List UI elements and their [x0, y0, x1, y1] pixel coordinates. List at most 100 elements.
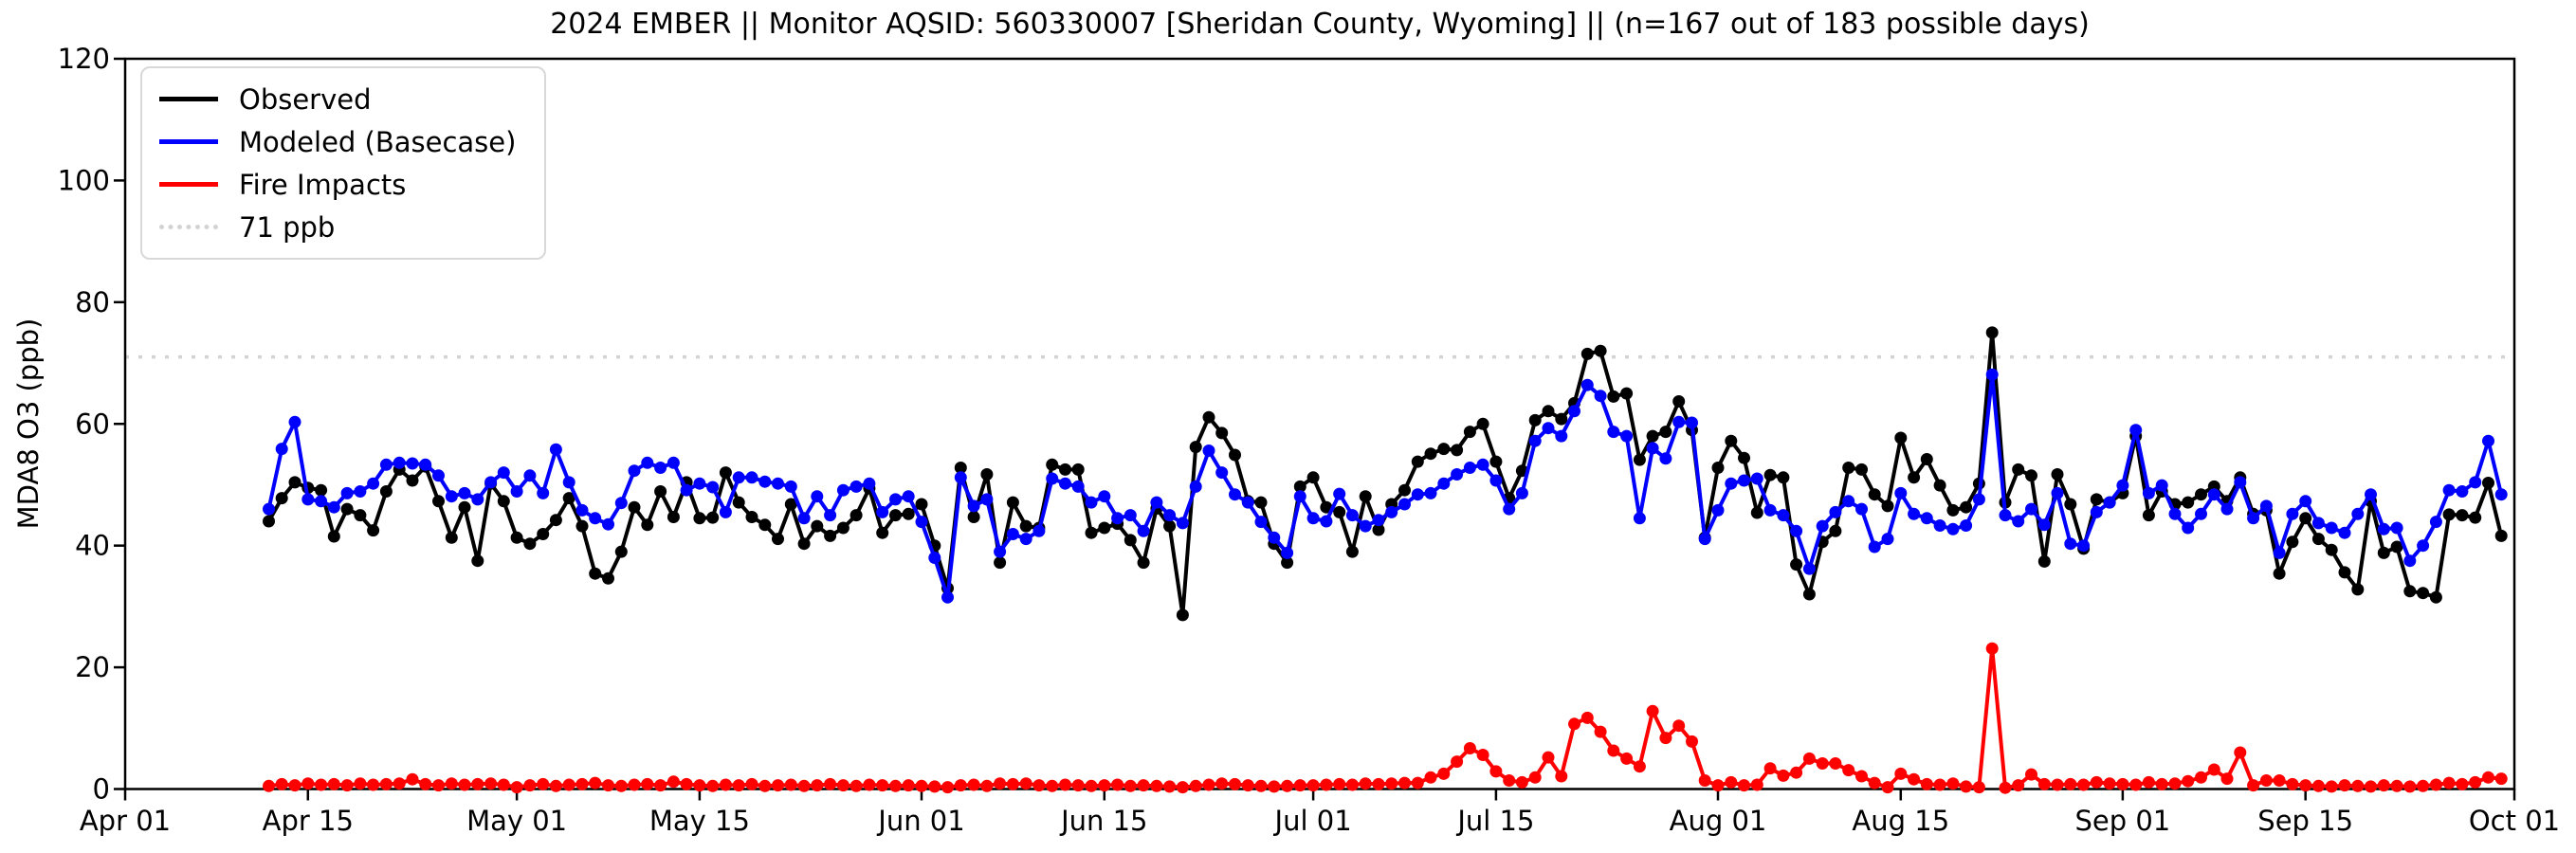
series-line-modeled-basecase: [266, 372, 2504, 600]
data-point: [1946, 503, 1960, 517]
data-point: [484, 476, 498, 489]
fire-line-sample-icon: [159, 182, 218, 187]
data-point: [2456, 485, 2469, 498]
data-point: [1829, 524, 1842, 537]
data-point: [1620, 429, 1634, 443]
data-point: [1293, 779, 1306, 792]
data-point: [2494, 488, 2508, 501]
data-point: [667, 511, 680, 523]
y-tick-label: 40: [75, 530, 110, 562]
data-point: [1659, 732, 1672, 745]
data-point: [1607, 744, 1620, 757]
data-point: [706, 511, 720, 524]
legend-label: Observed: [239, 82, 372, 116]
data-point: [432, 779, 445, 792]
data-point: [1646, 442, 1659, 455]
data-point: [719, 778, 732, 791]
data-point: [1555, 412, 1568, 426]
data-point: [1946, 777, 1960, 790]
data-point: [2299, 779, 2312, 792]
data-point: [301, 493, 315, 506]
data-point: [654, 779, 667, 792]
data-point: [1019, 533, 1032, 546]
data-point: [575, 503, 589, 517]
data-point: [1829, 505, 1842, 518]
data-point: [1528, 413, 1542, 426]
data-point: [1855, 463, 1868, 476]
data-point: [941, 781, 954, 794]
data-point: [1293, 480, 1306, 493]
data-point: [2403, 554, 2417, 568]
data-point: [1777, 471, 1790, 484]
data-point: [2037, 518, 2051, 532]
data-point: [1293, 490, 1306, 503]
data-point: [537, 528, 550, 540]
data-point: [523, 469, 537, 482]
data-point: [1229, 777, 1241, 790]
data-point: [1868, 776, 1881, 789]
data-point: [2155, 777, 2168, 790]
data-point: [693, 779, 706, 792]
data-point: [680, 777, 693, 790]
data-point: [706, 481, 720, 494]
data-point: [2325, 521, 2338, 535]
data-point: [445, 531, 458, 544]
data-point: [1672, 719, 1686, 733]
data-point: [406, 474, 419, 487]
series-line-fire-impacts: [266, 646, 2504, 790]
data-point: [1071, 480, 1085, 493]
data-point: [1124, 509, 1137, 522]
data-point: [915, 779, 928, 792]
data-point: [2351, 507, 2365, 520]
data-point: [1686, 416, 1698, 429]
data-point: [680, 483, 693, 497]
data-point: [2442, 483, 2456, 497]
data-point: [1189, 779, 1202, 792]
data-point: [797, 537, 811, 551]
legend-item-observed: Observed: [159, 78, 516, 120]
data-point: [589, 512, 602, 525]
data-point: [1802, 562, 1816, 575]
data-point: [2390, 779, 2403, 792]
data-point: [693, 512, 706, 525]
data-point: [1032, 524, 1046, 537]
data-point: [1881, 499, 1894, 513]
data-point: [2103, 777, 2116, 790]
data-point: [1738, 474, 1750, 487]
data-point: [1411, 776, 1424, 789]
data-point: [2377, 779, 2390, 792]
data-point: [1594, 390, 1607, 403]
data-point: [1686, 735, 1698, 748]
data-point: [288, 415, 301, 428]
data-point: [1071, 463, 1085, 476]
data-point: [1320, 778, 1333, 791]
data-point: [654, 485, 667, 498]
data-point: [2351, 583, 2365, 596]
data-point: [1725, 477, 1738, 490]
data-point: [1320, 500, 1333, 514]
series-markers-fire-impacts: [263, 642, 2508, 794]
data-point: [928, 552, 941, 564]
data-point: [1463, 462, 1476, 474]
data-point: [1059, 463, 1071, 476]
data-point: [1398, 483, 1411, 497]
data-point: [1006, 777, 1019, 790]
data-point: [2234, 476, 2247, 489]
data-point: [1411, 455, 1424, 468]
data-point: [980, 779, 994, 792]
legend-item-threshold: 71 ppb: [159, 206, 516, 248]
data-point: [2064, 777, 2077, 790]
data-point: [797, 512, 811, 525]
data-point: [2494, 772, 2508, 786]
data-point: [902, 779, 915, 792]
data-point: [772, 477, 784, 490]
data-point: [1620, 387, 1634, 400]
data-point: [1176, 781, 1189, 794]
data-point: [1568, 405, 1580, 418]
data-point: [2259, 774, 2273, 787]
data-point: [902, 490, 915, 503]
data-point: [1542, 422, 1555, 435]
data-point: [2195, 488, 2207, 501]
y-tick-label: 80: [75, 286, 110, 318]
data-point: [1777, 769, 1790, 782]
